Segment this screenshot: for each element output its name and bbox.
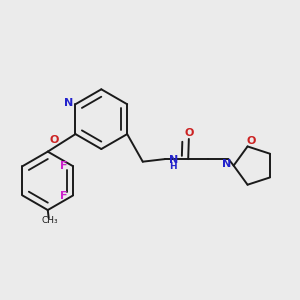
Text: O: O: [50, 135, 59, 145]
Text: F: F: [60, 191, 67, 201]
Text: F: F: [60, 160, 67, 171]
Text: O: O: [184, 128, 194, 138]
Text: CH₃: CH₃: [41, 216, 58, 225]
Text: N: N: [64, 98, 73, 108]
Text: N: N: [222, 159, 231, 169]
Text: N: N: [169, 155, 178, 165]
Text: H: H: [169, 162, 176, 171]
Text: O: O: [246, 136, 256, 146]
